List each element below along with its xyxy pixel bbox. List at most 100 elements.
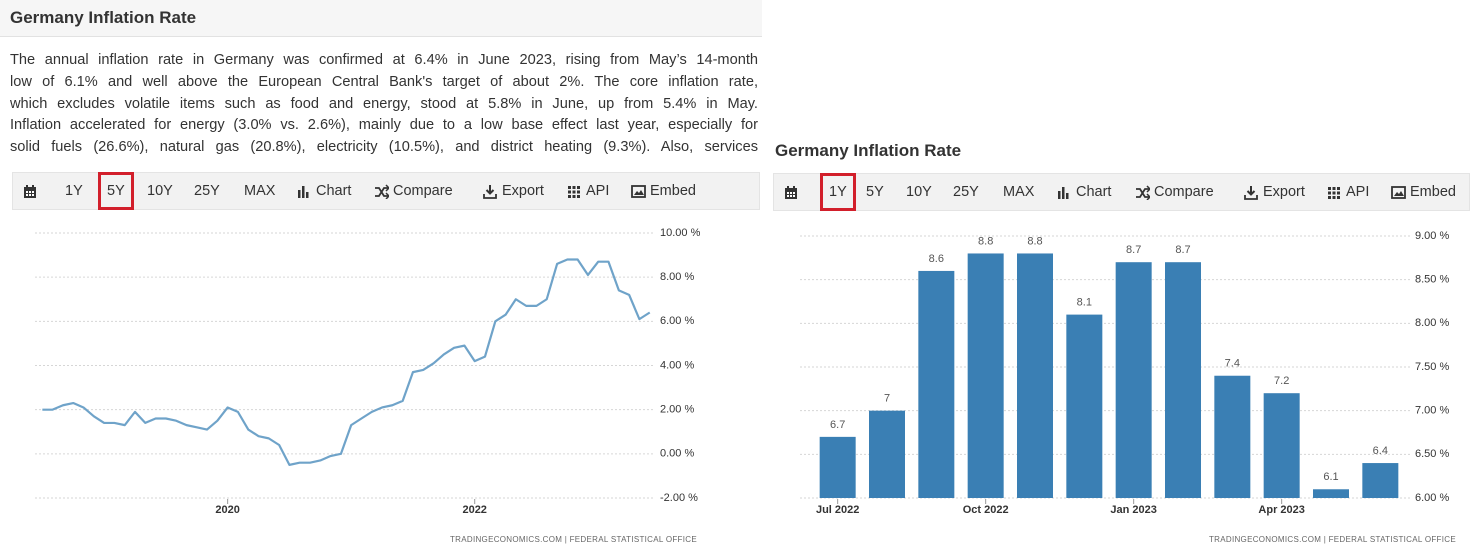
toolbar-label: 5Y xyxy=(107,183,125,199)
toolbar-icon xyxy=(631,184,646,199)
toolbar-button[interactable]: Compare xyxy=(1129,174,1220,210)
toolbar-icon xyxy=(1057,185,1072,200)
value-label: 8.8 xyxy=(978,235,993,247)
x-tick-label: Apr 2023 xyxy=(1258,504,1304,516)
toolbar-icon xyxy=(374,183,389,199)
paragraph-line: Inflation accelerated for energy (3.0% v… xyxy=(10,117,758,134)
toolbar-button[interactable]: 5Y xyxy=(98,172,134,210)
value-label: 8.8 xyxy=(1027,235,1042,247)
toolbar-label: Chart xyxy=(1076,184,1112,200)
y-tick-label: 9.00 % xyxy=(1415,230,1449,242)
toolbar-button[interactable]: 25Y xyxy=(188,173,226,209)
bar xyxy=(967,253,1004,498)
bar xyxy=(1017,253,1053,498)
bar xyxy=(1214,375,1251,498)
bar xyxy=(1066,314,1103,498)
toolbar-button[interactable]: Chart xyxy=(291,173,357,209)
toolbar-label: 10Y xyxy=(147,183,173,199)
toolbar-label: Compare xyxy=(1154,184,1214,200)
toolbar: 1Y 5Y 10Y 25Y MAX Chart Compare Export API Embed xyxy=(773,173,1470,211)
toolbar-button[interactable]: MAX xyxy=(997,174,1040,210)
toolbar-icon xyxy=(1244,185,1259,200)
bar xyxy=(1115,262,1152,498)
toolbar-button[interactable]: API xyxy=(561,173,615,209)
paragraph-line: which excludes volatile items such as fo… xyxy=(10,95,758,112)
toolbar-icon xyxy=(1391,185,1406,200)
value-label: 6.4 xyxy=(1373,445,1388,457)
description: The annual inflation rate in Germany was… xyxy=(10,50,758,159)
toolbar-icon xyxy=(483,184,498,199)
toolbar-button[interactable]: Export xyxy=(1238,174,1311,210)
y-tick-label: 2.00 % xyxy=(660,404,694,416)
bar xyxy=(1362,463,1399,498)
toolbar-icon xyxy=(297,184,312,199)
bar xyxy=(918,270,955,498)
toolbar-button[interactable]: Embed xyxy=(625,173,702,209)
toolbar-label: 10Y xyxy=(906,184,932,200)
toolbar-button[interactable]: 1Y xyxy=(820,173,856,211)
toolbar-label: 25Y xyxy=(194,183,220,199)
toolbar-label: 5Y xyxy=(866,184,884,200)
value-label: 7 xyxy=(884,393,890,405)
value-label: 6.1 xyxy=(1323,471,1338,483)
value-label: 8.6 xyxy=(929,253,944,265)
toolbar-label: 1Y xyxy=(829,184,847,200)
toolbar-label: Embed xyxy=(1410,184,1456,200)
toolbar-button[interactable]: Export xyxy=(477,173,550,209)
toolbar-label: MAX xyxy=(1003,184,1035,200)
toolbar-label: MAX xyxy=(244,183,276,199)
toolbar-button[interactable]: Chart xyxy=(1051,174,1117,210)
toolbar-label: API xyxy=(1346,184,1370,200)
value-label: 7.2 xyxy=(1274,375,1289,387)
x-tick-label: Jul 2022 xyxy=(816,504,859,516)
paragraph-line: low of 6.1% and well above the European … xyxy=(10,73,758,90)
bar xyxy=(819,436,856,498)
bar xyxy=(1165,262,1201,498)
y-tick-label: 6.50 % xyxy=(1415,448,1449,460)
toolbar-icon xyxy=(1327,185,1342,200)
value-label: 8.7 xyxy=(1126,244,1141,256)
y-tick-label: 7.00 % xyxy=(1415,405,1449,417)
y-tick-label: 10.00 % xyxy=(660,227,701,239)
y-tick-label: -2.00 % xyxy=(660,492,698,504)
toolbar-button[interactable]: Compare xyxy=(368,173,459,209)
toolbar-button[interactable]: 25Y xyxy=(947,174,985,210)
title-bar: Germany Inflation Rate xyxy=(0,0,762,37)
toolbar-button[interactable]: 1Y xyxy=(59,173,89,209)
y-tick-label: 8.00 % xyxy=(660,271,694,283)
toolbar-button[interactable]: MAX xyxy=(238,173,281,209)
line xyxy=(42,258,651,466)
y-tick-label: 6.00 % xyxy=(660,315,694,327)
toolbar-label: Chart xyxy=(316,183,352,199)
toolbar: 1Y 5Y 10Y 25Y MAX Chart Compare Export API Embed xyxy=(12,172,760,210)
value-label: 8.7 xyxy=(1175,244,1190,256)
y-tick-label: 6.00 % xyxy=(1415,492,1449,504)
page-title: Germany Inflation Rate xyxy=(775,141,962,160)
x-tick-label: Oct 2022 xyxy=(963,504,1009,516)
toolbar-icon xyxy=(567,184,582,199)
x-tick-label: 2022 xyxy=(462,504,486,516)
toolbar-button[interactable]: 5Y xyxy=(860,174,890,210)
y-tick-label: 8.50 % xyxy=(1415,274,1449,286)
toolbar-label: 1Y xyxy=(65,183,83,199)
source-note: TRADINGECONOMICS.COM | FEDERAL STATISTIC… xyxy=(450,535,697,544)
x-tick-label: 2020 xyxy=(215,504,239,516)
calendar-icon xyxy=(23,184,37,199)
toolbar-icon xyxy=(1135,184,1150,200)
value-label: 8.1 xyxy=(1077,297,1092,309)
paragraph-line: solid fuels (26.6%), natural gas (20.8%)… xyxy=(10,139,758,156)
toolbar-label: Export xyxy=(502,183,544,199)
toolbar-button[interactable]: Embed xyxy=(1385,174,1462,210)
bar xyxy=(1263,393,1300,498)
toolbar-label: 25Y xyxy=(953,184,979,200)
toolbar-button[interactable]: API xyxy=(1321,174,1375,210)
toolbar-label: API xyxy=(586,183,610,199)
toolbar-button[interactable]: 10Y xyxy=(900,174,938,210)
x-tick-label: Jan 2023 xyxy=(1110,504,1156,516)
value-label: 7.4 xyxy=(1225,358,1240,370)
paragraph-line: The annual inflation rate in Germany was… xyxy=(10,52,758,68)
toolbar-button[interactable]: 10Y xyxy=(141,173,179,209)
page-title: Germany Inflation Rate xyxy=(10,8,197,27)
calendar-icon xyxy=(784,185,798,200)
